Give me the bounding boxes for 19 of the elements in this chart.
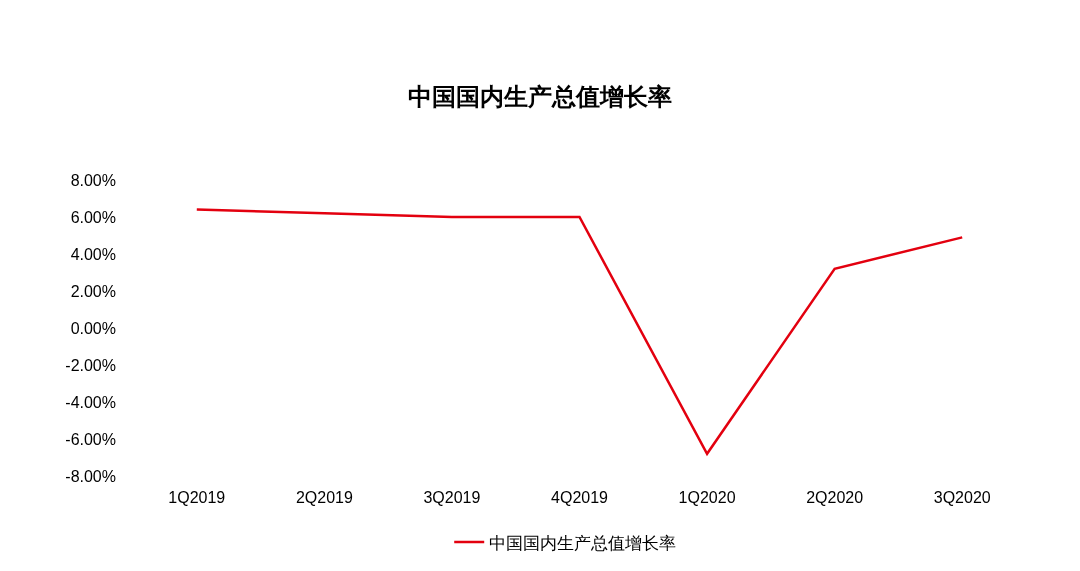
y-tick-label: 0.00% [70, 319, 116, 337]
x-tick-label: 1Q2019 [168, 489, 226, 506]
chart-title: 中国国内生产总值增长率 [408, 83, 672, 111]
y-tick-label: -2.00% [65, 356, 116, 374]
x-tick-label: 3Q2020 [933, 489, 991, 506]
x-tick-label: 2Q2020 [806, 489, 864, 506]
y-tick-label: 2.00% [70, 282, 116, 300]
x-tick-label: 1Q2020 [678, 489, 736, 506]
y-tick-label: -8.00% [65, 467, 116, 485]
y-tick-label: 6.00% [70, 208, 116, 226]
legend-label: 中国国内生产总值增长率 [489, 533, 677, 553]
x-tick-label: 2Q2019 [295, 489, 353, 506]
x-tick-label: 3Q2019 [423, 489, 481, 506]
x-tick-label: 4Q2019 [551, 489, 609, 506]
y-tick-label: 4.00% [70, 245, 116, 263]
y-tick-label: 8.00% [70, 171, 116, 189]
line-series [195, 208, 964, 456]
y-tick-label: -4.00% [65, 393, 116, 411]
y-tick-label: -6.00% [65, 430, 116, 448]
